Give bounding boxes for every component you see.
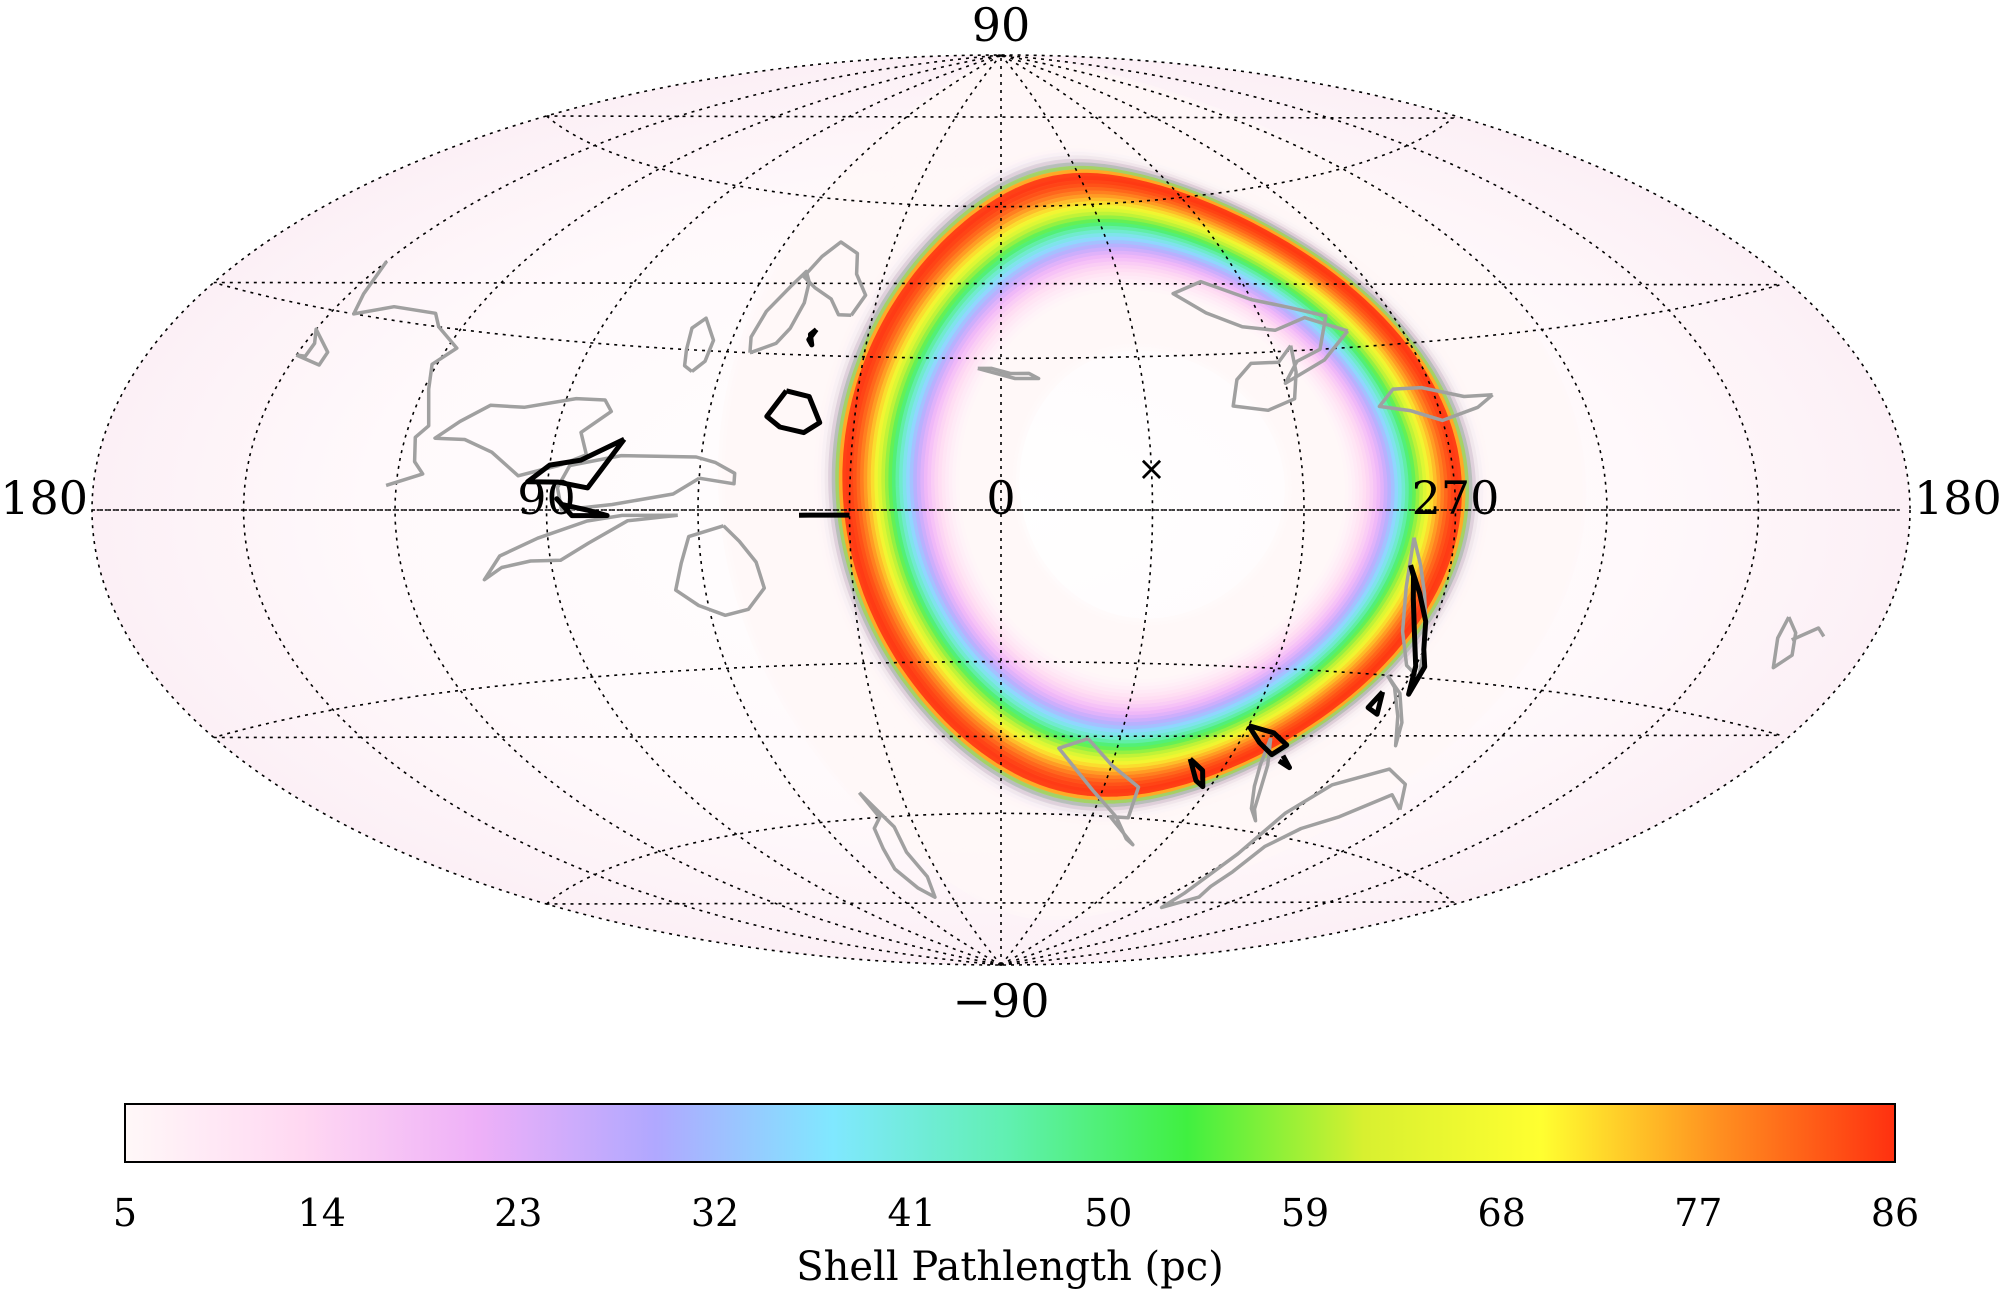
ring-band (717, 55, 1587, 921)
grey-contour (1057, 736, 1141, 847)
black-contour (1187, 757, 1206, 790)
grey-contour (682, 316, 716, 373)
lon-label: 0 (986, 471, 1015, 525)
meridian (1000, 54, 1608, 966)
grey-contour (482, 513, 678, 582)
grey-contour (673, 524, 767, 618)
grey-contour (1385, 674, 1404, 748)
grey-contour (977, 366, 1041, 381)
grey-contour (433, 396, 614, 478)
lon-label: 180 (1914, 471, 2001, 525)
black-contour (1365, 690, 1386, 717)
colorbar-tick-label: 32 (691, 1191, 739, 1235)
black-contours (525, 327, 1429, 790)
grey-contour (802, 240, 868, 318)
grey-contour (1249, 737, 1273, 823)
colorbar (124, 1103, 1896, 1163)
black-contour (525, 437, 627, 491)
meridian (394, 54, 1002, 966)
colorbar-tick-label: 68 (1478, 1191, 1526, 1235)
grey-contours (295, 240, 1826, 910)
colorbar-title: Shell Pathlength (pc) (796, 1244, 1224, 1290)
lon-label: 180 (0, 471, 88, 525)
grey-contour (1377, 385, 1494, 423)
grey-contour (857, 791, 937, 899)
grey-contour (1771, 616, 1798, 670)
colorbar-tick-label: 23 (494, 1191, 542, 1235)
cross-marker: × (1137, 449, 1166, 489)
meridian (545, 54, 1002, 966)
grey-contour (1231, 344, 1298, 413)
graticule (91, 54, 1911, 966)
parallel (213, 660, 1781, 739)
colorbar-tick-label: 59 (1281, 1191, 1329, 1235)
grey-contour (1790, 626, 1826, 642)
black-contour (764, 388, 823, 436)
axis-labels: 180 90 0 270 180 90 −90 (0, 0, 2001, 1028)
black-contour (1277, 754, 1292, 771)
black-contour (554, 496, 610, 519)
colorbar-tick-label: 77 (1674, 1191, 1722, 1235)
grey-contour (352, 260, 459, 488)
grey-contour (1159, 767, 1408, 910)
colorbar-tick-label: 41 (888, 1191, 936, 1235)
lat-label: −90 (952, 974, 1049, 1028)
grey-contour (1400, 537, 1428, 680)
colorbar-tick-label: 14 (298, 1191, 346, 1235)
parallel (213, 281, 1781, 360)
grey-contour (1171, 279, 1350, 385)
lon-label: 270 (1412, 471, 1500, 525)
black-contour (806, 327, 819, 348)
meridian (1000, 54, 1457, 966)
colorbar-tick-label: 86 (1871, 1191, 1919, 1235)
lat-label: 90 (972, 0, 1031, 52)
black-contour (1406, 564, 1429, 697)
colorbar-ticks: 5 14 23 32 41 50 59 68 77 86 (113, 1191, 1919, 1235)
grey-contour (748, 269, 811, 355)
lon-label: 90 (517, 471, 576, 525)
colorbar-tick-label: 5 (113, 1191, 137, 1235)
grey-contour (295, 327, 330, 367)
colorbar-tick-label: 50 (1084, 1191, 1132, 1235)
black-contour (1246, 723, 1290, 758)
